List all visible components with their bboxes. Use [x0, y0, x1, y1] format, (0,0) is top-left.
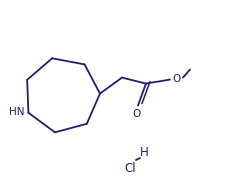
Text: O: O — [172, 74, 180, 84]
Text: HN: HN — [9, 107, 24, 117]
Text: O: O — [132, 109, 141, 119]
Text: H: H — [139, 146, 148, 160]
Text: Cl: Cl — [124, 162, 135, 176]
